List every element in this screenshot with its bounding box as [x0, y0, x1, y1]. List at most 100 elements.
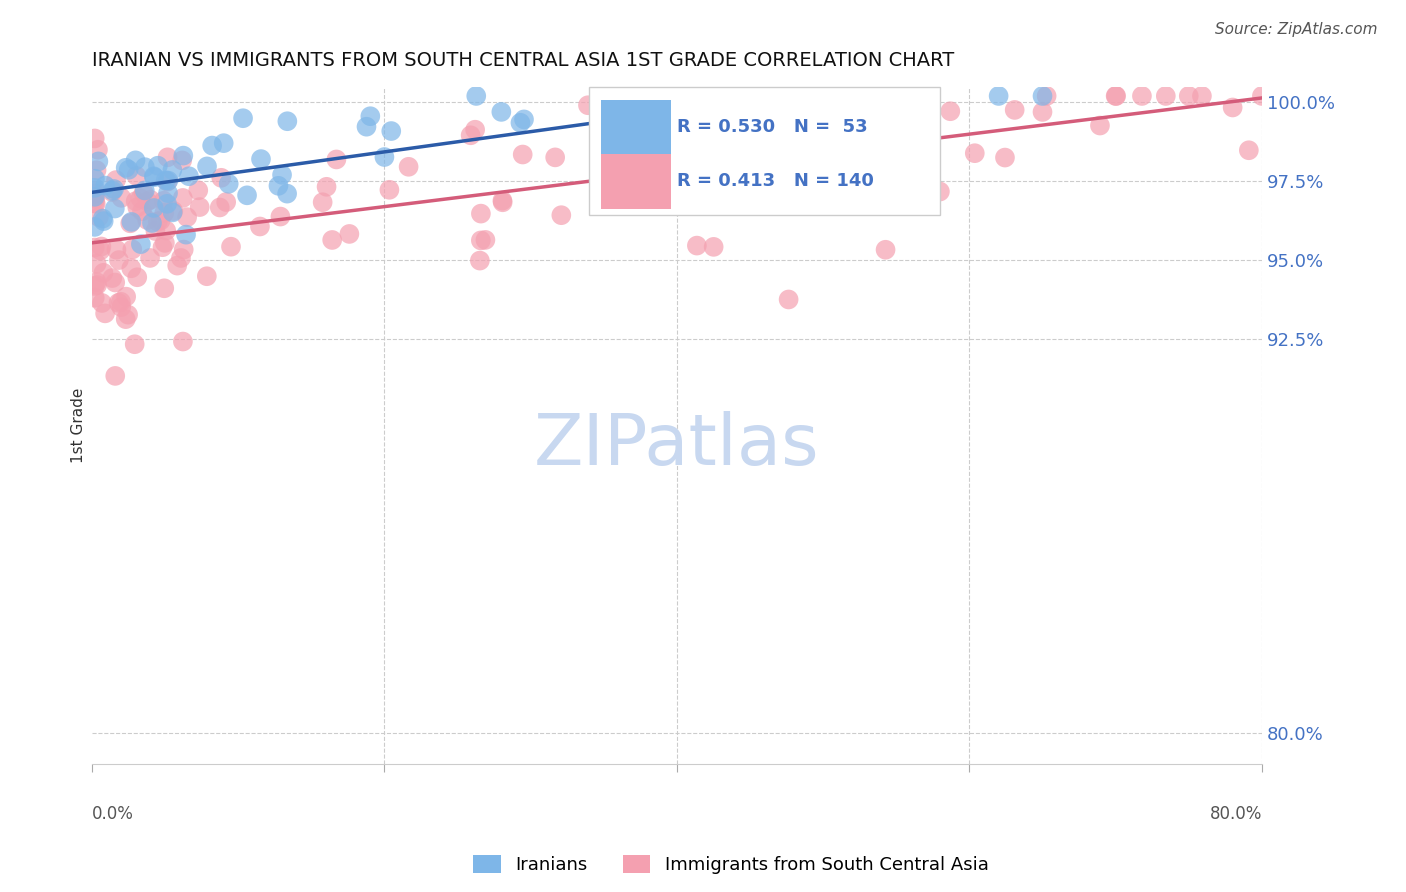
Point: [149, 213, 172, 227]
Point: [86, 275, 108, 289]
Point: [780, 138, 803, 153]
Point: [162, 203, 184, 218]
Point: [994, 151, 1017, 165]
Text: 0.0%: 0.0%: [91, 805, 134, 823]
Point: [693, 119, 716, 133]
Point: [643, 128, 665, 143]
Point: [1088, 119, 1111, 133]
Point: [675, 180, 697, 194]
Point: [512, 147, 534, 161]
Point: [509, 116, 531, 130]
Text: Source: ZipAtlas.com: Source: ZipAtlas.com: [1215, 22, 1378, 37]
Point: [177, 169, 200, 184]
Point: [928, 185, 950, 199]
Point: [90, 239, 112, 253]
Point: [773, 171, 796, 186]
Point: [796, 142, 818, 156]
Point: [84, 196, 107, 211]
Point: [172, 191, 194, 205]
Point: [600, 169, 623, 183]
Point: [187, 183, 209, 197]
Point: [728, 142, 751, 156]
Point: [129, 192, 152, 206]
Point: [156, 150, 179, 164]
Point: [939, 104, 962, 119]
Point: [83, 131, 105, 145]
Point: [337, 227, 360, 241]
Point: [83, 190, 105, 204]
Point: [121, 243, 143, 257]
Point: [117, 308, 139, 322]
Point: [120, 261, 142, 276]
Point: [174, 227, 197, 242]
Point: [124, 337, 146, 351]
Point: [84, 171, 107, 186]
Point: [474, 233, 496, 247]
Point: [195, 160, 218, 174]
Point: [162, 205, 184, 219]
Point: [1177, 89, 1199, 103]
Point: [110, 191, 132, 205]
Point: [703, 240, 725, 254]
Point: [737, 89, 759, 103]
Point: [1130, 89, 1153, 103]
Point: [269, 210, 291, 224]
Point: [104, 368, 127, 383]
Point: [120, 215, 142, 229]
Point: [142, 201, 165, 215]
Point: [686, 238, 709, 252]
Point: [105, 173, 128, 187]
Point: [276, 114, 298, 128]
Point: [153, 235, 176, 250]
Point: [378, 183, 401, 197]
Point: [143, 170, 166, 185]
Point: [87, 210, 110, 224]
Point: [1105, 89, 1128, 103]
Point: [104, 276, 127, 290]
Point: [491, 194, 513, 208]
Point: [83, 279, 105, 293]
Point: [101, 184, 124, 198]
Point: [127, 200, 149, 214]
Point: [576, 98, 599, 112]
Point: [730, 135, 752, 149]
Point: [859, 89, 882, 103]
Point: [866, 192, 889, 206]
Point: [129, 237, 152, 252]
Point: [1154, 89, 1177, 103]
Point: [267, 178, 290, 193]
Point: [110, 294, 132, 309]
Point: [104, 202, 127, 216]
Point: [157, 173, 180, 187]
Point: [131, 204, 153, 219]
Point: [83, 196, 105, 211]
Point: [83, 219, 105, 234]
Point: [706, 174, 728, 188]
Point: [1031, 89, 1053, 103]
Point: [134, 160, 156, 174]
Point: [215, 194, 238, 209]
Point: [107, 296, 129, 310]
Point: [209, 170, 232, 185]
Point: [889, 133, 911, 147]
Point: [963, 146, 986, 161]
Point: [681, 193, 703, 207]
Point: [195, 269, 218, 284]
Point: [93, 266, 115, 280]
Point: [468, 253, 491, 268]
Point: [86, 163, 108, 178]
Point: [101, 271, 124, 285]
Point: [156, 175, 179, 189]
Point: [465, 89, 488, 103]
Point: [156, 196, 179, 211]
Point: [778, 293, 800, 307]
Point: [232, 112, 254, 126]
Point: [83, 183, 105, 197]
Point: [170, 251, 193, 265]
Point: [491, 104, 513, 119]
Text: ZIPatlas: ZIPatlas: [534, 411, 820, 480]
Point: [89, 244, 111, 258]
Point: [152, 194, 174, 208]
Point: [544, 150, 567, 164]
Point: [236, 188, 259, 202]
